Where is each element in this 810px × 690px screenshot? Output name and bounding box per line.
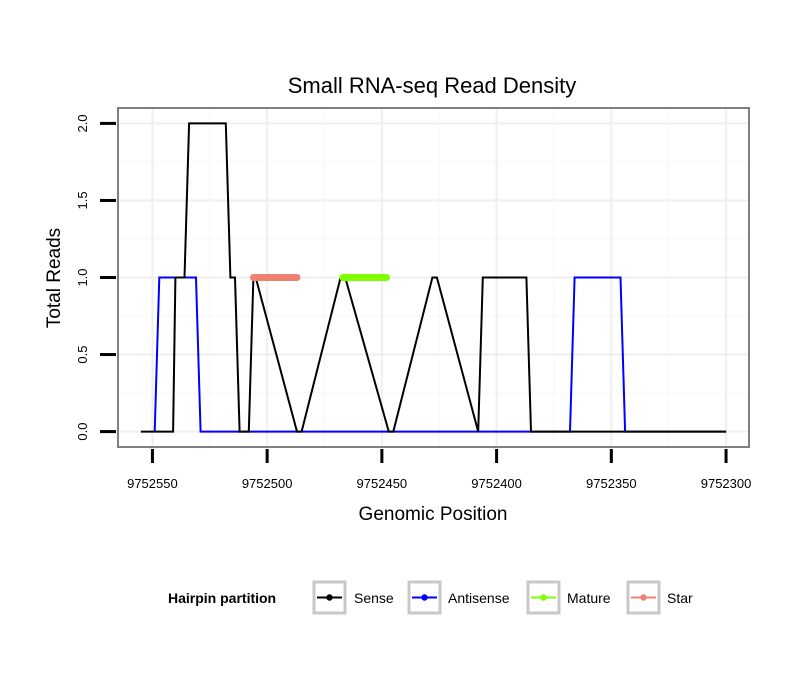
legend-item-sense: Sense [312,580,394,615]
legend-item-star: Star [626,580,693,615]
legend-item-mature: Mature [526,580,611,615]
legend-key-dot [421,594,428,601]
y-tick-label: 0.0 [75,423,90,441]
x-tick-label: 9752400 [471,476,522,491]
legend-key-dot [326,594,333,601]
legend-key-dot [540,594,547,601]
legend-title: Hairpin partition [168,590,276,606]
legend-label: Sense [354,590,394,606]
y-axis-title: Total Reads [44,228,65,328]
x-axis: 9752550 9752500 9752450 9752400 9752350 97523… [127,449,751,491]
x-tick-label: 9752500 [242,476,293,491]
x-tick-label: 9752450 [357,476,408,491]
y-tick-label: 0.5 [75,346,90,364]
series-layer [140,122,727,433]
legend-label: Star [667,590,693,606]
panel-border [117,107,750,448]
plot-panel [117,107,750,448]
legend-item-antisense: Antisense [407,580,510,615]
x-tick-label: 9752550 [127,476,178,491]
y-tick-label: 2.0 [75,114,90,132]
y-tick-label: 1.5 [75,191,90,209]
legend: Hairpin partition Sense Antisense Mature St… [168,580,693,615]
y-axis: 0.0 0.5 1.0 1.5 2.0 [75,114,116,441]
x-tick-label: 9752300 [701,476,752,491]
legend-label: Mature [567,590,611,606]
y-tick-label: 1.0 [75,268,90,286]
chart-title: Small RNA-seq Read Density [288,73,577,98]
x-tick-label: 9752350 [586,476,637,491]
legend-key-dot [640,594,647,601]
legend-label: Antisense [448,590,510,606]
x-axis-title: Genomic Position [359,504,508,525]
